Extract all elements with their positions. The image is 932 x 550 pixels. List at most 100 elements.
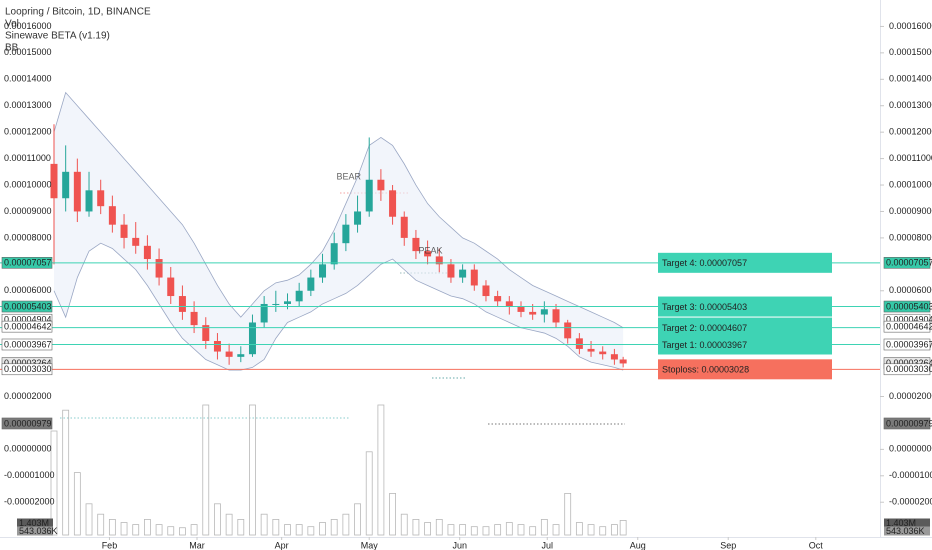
volume-label-box xyxy=(17,526,53,536)
y-tick-label: -0.00001000 xyxy=(4,470,55,480)
price-marker-label: 0.00005403 xyxy=(4,301,52,311)
volume-label: 543.036K xyxy=(19,526,58,536)
volume-bar xyxy=(249,404,256,536)
volume-bar xyxy=(190,524,198,536)
annotation: PEAK xyxy=(419,245,443,255)
y-tick-label: 0.00008000 xyxy=(4,232,52,242)
volume-bar xyxy=(319,522,326,536)
price-marker-label: 0.00000979 xyxy=(4,418,52,428)
x-tick-label: Sep xyxy=(720,540,736,550)
candle-body xyxy=(248,322,256,355)
candle-body xyxy=(587,348,595,352)
volume-bar xyxy=(120,522,128,536)
volume-bar xyxy=(470,526,478,536)
target-label-box xyxy=(658,359,832,380)
volume xyxy=(50,404,627,536)
volume-bar xyxy=(365,451,373,536)
candle-body xyxy=(459,269,467,278)
target-label-box xyxy=(658,334,832,355)
volume-bar xyxy=(225,513,233,536)
y-tick-label: 0.00013000 xyxy=(889,100,932,110)
volume-label: 1.403M xyxy=(886,518,916,528)
candle-body xyxy=(120,224,128,238)
volume-bar xyxy=(307,526,315,536)
price-marker-label: 0.00000979 xyxy=(886,418,932,428)
candle-body xyxy=(505,301,513,307)
band-fill xyxy=(53,92,624,371)
y-tick-label: 0.00009000 xyxy=(889,206,932,216)
volume-bar xyxy=(330,519,338,536)
volume-bar xyxy=(529,526,537,536)
volume-bar xyxy=(564,492,572,536)
volume-bar xyxy=(377,404,385,536)
candle-body xyxy=(389,190,397,217)
volume-bar xyxy=(552,524,560,536)
candle-body xyxy=(412,237,420,252)
volume-bar xyxy=(214,503,221,536)
volume-bar xyxy=(505,522,513,536)
x-tick-label: May xyxy=(361,540,379,550)
candle-body xyxy=(283,301,291,304)
price-marker-label: 0.00004642 xyxy=(4,322,52,332)
candle-body xyxy=(97,190,105,207)
candle-body xyxy=(575,338,583,349)
price-marker-label: 0.00004642 xyxy=(886,322,932,332)
axes: 0.00016000 0.00016000 0.00015000 0.00015000… xyxy=(1,21,932,550)
y-tick-label: 0.00010000 xyxy=(4,179,52,189)
candle-body xyxy=(237,354,245,357)
candle-body xyxy=(167,277,175,297)
price-marker-box xyxy=(883,338,931,351)
volume-bar xyxy=(260,513,268,536)
target-label-box xyxy=(658,252,832,273)
price-marker-label: 0.00003264 xyxy=(4,358,52,368)
price-marker-label: 0.00003030 xyxy=(4,364,52,374)
candle-body xyxy=(155,259,163,278)
volume-bar xyxy=(482,526,490,536)
target-label: Stoploss: 0.00003028 xyxy=(662,365,749,375)
target-label: Target 2: 0.00004607 xyxy=(662,323,747,333)
volume-bar xyxy=(424,522,431,536)
candle-body xyxy=(73,171,81,212)
bands xyxy=(53,91,624,371)
target-lines: Target 4: 0.00007057 Target 3: 0.00005403… xyxy=(0,252,880,380)
volume-bar xyxy=(73,472,81,536)
price-marker-label: 0.00004904 xyxy=(886,315,932,325)
volume-bar xyxy=(619,520,627,536)
price-marker-box xyxy=(1,257,53,269)
candle-body xyxy=(619,359,627,364)
x-tick-label: Apr xyxy=(275,540,289,550)
y-tick-label: -0.00002000 xyxy=(889,497,932,507)
volume-bar xyxy=(284,524,291,536)
candle-body xyxy=(447,264,455,278)
chart-title: Loopring / Bitcoin, 1D, BINANCE xyxy=(5,7,151,18)
volume-bar xyxy=(62,409,70,536)
candle-body xyxy=(424,251,432,257)
price-marker-label: 0.00003264 xyxy=(886,358,932,368)
price-marker-box xyxy=(883,417,931,430)
y-tick-label: 0.00000000 xyxy=(889,444,932,454)
candle-body xyxy=(272,303,280,305)
y-tick-label: 0.00002000 xyxy=(4,391,52,401)
price-marker-label: 0.00007057 xyxy=(886,258,932,268)
x-tick-label: Jul xyxy=(542,540,554,550)
volume-bar xyxy=(459,524,467,536)
candle-body xyxy=(400,216,408,238)
volume-bar xyxy=(167,526,175,536)
candle-body xyxy=(610,354,618,360)
volume-label: 543.036K xyxy=(886,526,925,536)
y-tick-label: 0.00006000 xyxy=(4,285,52,295)
annotation: BEAR xyxy=(337,171,362,181)
candle-body xyxy=(62,171,70,199)
candle-body xyxy=(213,340,221,352)
volume-bar xyxy=(575,522,583,536)
volume-bar xyxy=(85,503,93,536)
price-marker-label: 0.00003030 xyxy=(886,364,932,374)
y-tick-label: 0.00012000 xyxy=(889,127,932,137)
volume-label-box xyxy=(884,518,930,528)
price-marker-box xyxy=(1,417,53,430)
y-tick-label: 0.00013000 xyxy=(4,100,52,110)
candle-body xyxy=(330,243,338,265)
volume-bar xyxy=(132,524,140,536)
volume-bar xyxy=(587,524,595,536)
